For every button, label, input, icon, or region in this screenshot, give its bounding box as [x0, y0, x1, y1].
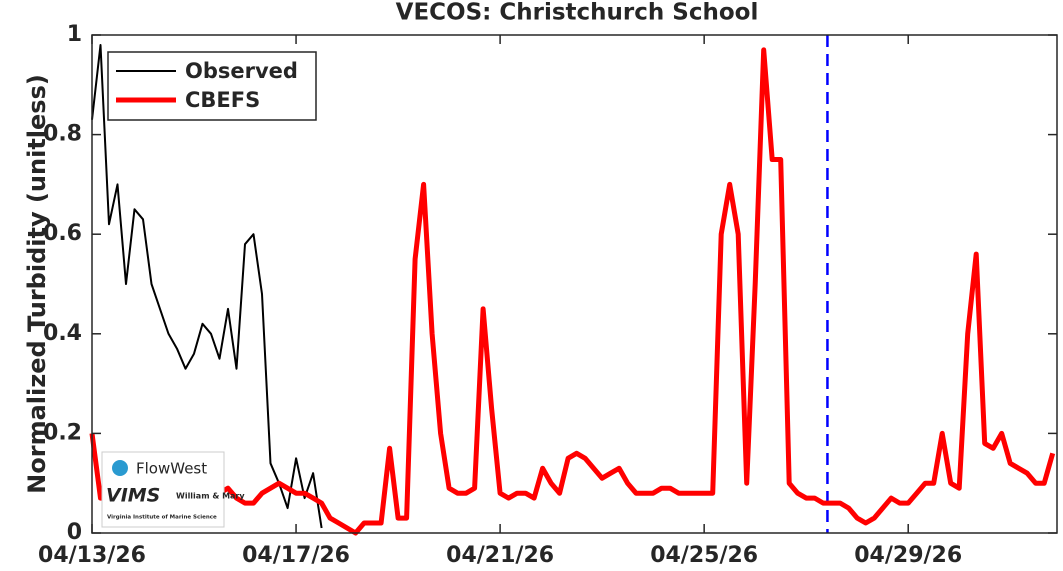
x-tick-label: 04/17/26 [242, 543, 350, 568]
legend-label: Observed [185, 59, 298, 83]
chart-title: VECOS: Christchurch School [396, 0, 759, 26]
x-tick-label: 04/13/26 [38, 543, 146, 568]
logo-brand: FlowWest [136, 460, 207, 478]
logo-full-name: Virginia Institute of Marine Science [107, 515, 217, 521]
y-tick-label: 0.2 [43, 420, 82, 445]
x-tick-label: 04/29/26 [854, 543, 962, 568]
y-tick-label: 0.8 [43, 122, 82, 147]
y-axis-label: Normalized Turbidity (unitless) [23, 74, 51, 494]
legend-box [107, 51, 317, 121]
data-line [89, 47, 1056, 536]
axes-frame [91, 34, 1058, 534]
y-tick-label: 0.4 [43, 321, 82, 346]
y-tick-label: 0.6 [43, 221, 82, 246]
logo-institute: VIMS [106, 485, 160, 507]
x-tick-label: 04/21/26 [446, 543, 554, 568]
y-tick-label: 1 [67, 22, 82, 47]
logo-college: William & Mary [176, 492, 245, 501]
data-line [91, 44, 323, 529]
x-tick-label: 04/25/26 [650, 543, 758, 568]
y-tick-label: 0 [67, 520, 82, 545]
logo-icon [112, 460, 128, 476]
legend-label: CBEFS [185, 88, 260, 112]
logo: FlowWest VIMS William & Mary Virginia In… [101, 451, 245, 528]
